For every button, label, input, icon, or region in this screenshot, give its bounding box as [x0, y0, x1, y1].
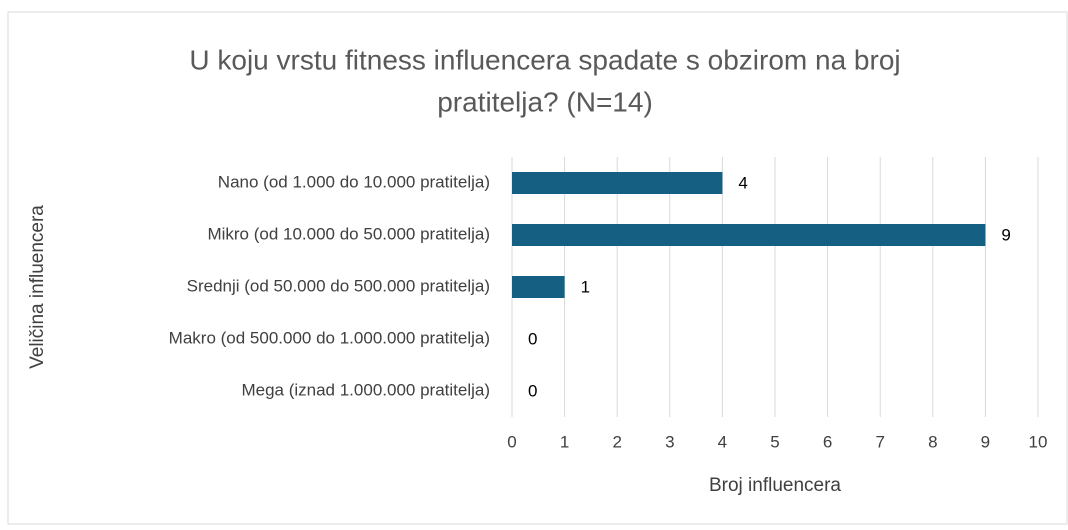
bar: [512, 276, 565, 298]
data-label: 4: [738, 173, 747, 192]
bar: [512, 224, 986, 246]
data-label: 0: [528, 329, 537, 348]
data-label: 9: [1001, 225, 1010, 244]
chart-frame: [7, 11, 1068, 525]
y-tick-label: Mega (iznad 1.000.000 pratitelja): [241, 380, 490, 399]
x-tick-label: 4: [718, 432, 727, 451]
x-tick-label: 6: [823, 432, 832, 451]
x-tick-label: 2: [612, 432, 621, 451]
x-tick-label: 1: [560, 432, 569, 451]
y-tick-label: Makro (od 500.000 do 1.000.000 pratitelj…: [169, 328, 490, 347]
x-tick-label: 8: [928, 432, 937, 451]
chart-title-line: U koju vrstu fitness influencera spadate…: [189, 44, 900, 75]
y-tick-label: Mikro (od 10.000 do 50.000 pratitelja): [207, 224, 490, 243]
x-tick-label: 10: [1029, 432, 1048, 451]
x-tick-label: 7: [875, 432, 884, 451]
y-tick-label: Srednji (od 50.000 do 500.000 pratitelja…: [187, 276, 490, 295]
y-tick-label: Nano (od 1.000 do 10.000 pratitelja): [218, 172, 490, 191]
data-label: 1: [581, 277, 590, 296]
y-axis-label: Veličina influencera: [27, 205, 48, 369]
bar: [512, 172, 723, 194]
x-tick-label: 0: [507, 432, 516, 451]
data-label: 0: [528, 381, 537, 400]
x-tick-label: 9: [981, 432, 990, 451]
x-tick-label: 5: [770, 432, 779, 451]
x-tick-label: 3: [665, 432, 674, 451]
x-axis-label: Broj influencera: [709, 475, 841, 496]
chart-title-line: pratitelja? (N=14): [437, 86, 653, 117]
